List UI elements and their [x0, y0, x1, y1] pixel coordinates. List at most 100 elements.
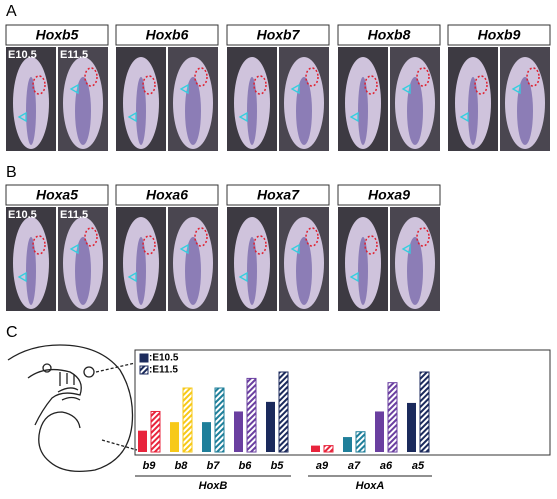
arrowhead	[69, 83, 79, 95]
stain	[75, 237, 91, 305]
somite-marker	[474, 75, 488, 95]
arrowhead	[349, 271, 359, 283]
gene-box	[447, 24, 551, 46]
category-label: b9	[143, 460, 157, 472]
group-label: HoxA	[356, 480, 385, 492]
gene-name: Hoxb9	[478, 27, 521, 43]
somite-marker	[84, 67, 98, 87]
somite-marker	[305, 67, 319, 87]
bar	[387, 382, 398, 453]
legend-swatch	[139, 365, 149, 375]
chart-frame	[134, 349, 551, 456]
bar	[266, 401, 275, 452]
bar	[246, 377, 257, 453]
category-label: a5	[412, 460, 425, 472]
category-label: b5	[271, 460, 285, 472]
gene-name: Hoxb6	[146, 27, 189, 43]
bar	[138, 430, 147, 452]
arrowhead	[238, 271, 248, 283]
bar	[323, 445, 334, 453]
stain	[407, 237, 423, 305]
arrowhead	[17, 271, 27, 283]
stain	[296, 77, 312, 145]
panel-label: A	[6, 3, 17, 20]
stage-label: E10.5	[8, 209, 37, 221]
gene-box	[115, 24, 219, 46]
bar	[343, 437, 352, 452]
stain	[468, 77, 478, 145]
category-label: a6	[380, 460, 393, 472]
category-label: a9	[316, 460, 329, 472]
stain	[185, 77, 201, 145]
somite-marker	[364, 235, 378, 255]
arrowhead	[179, 83, 189, 95]
category-label: b8	[175, 460, 189, 472]
arrowhead	[179, 243, 189, 255]
arrowhead	[401, 243, 411, 255]
gene-box	[115, 184, 219, 206]
bar	[311, 445, 320, 452]
stain	[517, 77, 533, 145]
stain	[136, 237, 146, 305]
legend-swatch	[139, 353, 149, 363]
arrowhead	[349, 111, 359, 123]
gene-box	[337, 184, 441, 206]
gene-box	[226, 24, 330, 46]
arrowhead	[511, 83, 521, 95]
gene-name: Hoxa9	[368, 187, 410, 203]
gene-name: Hoxa6	[146, 187, 188, 203]
bar	[182, 387, 193, 453]
stain	[185, 237, 201, 305]
bar	[170, 422, 179, 452]
stain	[26, 77, 36, 145]
stain	[247, 77, 257, 145]
stain	[407, 77, 423, 145]
somite-marker	[526, 67, 540, 87]
somite-marker	[194, 67, 208, 87]
gene-name: Hoxa5	[36, 187, 78, 203]
bar	[375, 411, 384, 452]
stain	[136, 77, 146, 145]
somite-marker	[253, 235, 267, 255]
legend-label: :E10.5	[149, 353, 179, 364]
somite-marker	[416, 67, 430, 87]
embryo-outline	[7, 344, 138, 473]
gene-box	[226, 184, 330, 206]
arrowhead	[290, 83, 300, 95]
arrowhead	[290, 243, 300, 255]
somite-marker	[84, 227, 98, 247]
stage-label: E11.5	[60, 209, 88, 221]
bar	[150, 410, 161, 453]
arrowhead	[127, 271, 137, 283]
somite-marker	[142, 75, 156, 95]
panel-label: C	[6, 324, 18, 341]
gene-box	[337, 24, 441, 46]
legend-label: :E11.5	[149, 365, 178, 376]
gene-box	[5, 24, 109, 46]
stain	[296, 237, 312, 305]
somite-marker	[32, 235, 46, 255]
gene-name: Hoxb8	[368, 27, 411, 43]
somite-marker	[364, 75, 378, 95]
stage-label: E10.5	[8, 49, 37, 61]
bar	[355, 431, 366, 453]
somite-marker	[142, 235, 156, 255]
arrowhead	[401, 83, 411, 95]
gene-box	[5, 184, 109, 206]
stain	[358, 77, 368, 145]
somite-marker	[416, 227, 430, 247]
arrowhead	[69, 243, 79, 255]
arrowhead	[127, 111, 137, 123]
somite-marker	[305, 227, 319, 247]
bar	[278, 371, 289, 453]
stain	[75, 77, 91, 145]
stain	[26, 237, 36, 305]
somite-marker	[194, 227, 208, 247]
bar	[407, 402, 416, 452]
category-label: b7	[207, 460, 221, 472]
gene-name: Hoxa7	[257, 187, 300, 203]
stain	[247, 237, 257, 305]
bar	[234, 411, 243, 452]
group-label: HoxB	[199, 480, 228, 492]
